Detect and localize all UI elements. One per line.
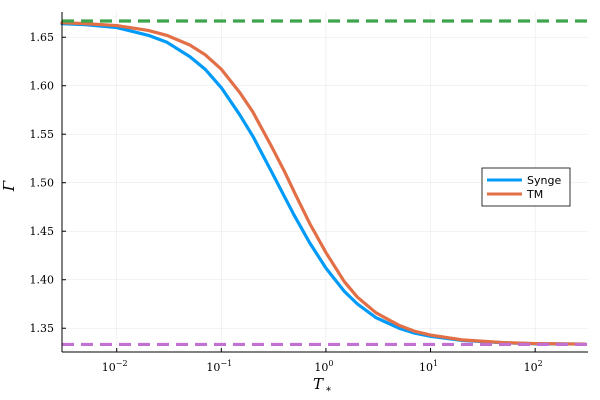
x-axis-label-sub: * bbox=[326, 386, 331, 397]
y-tick-label: 1.60 bbox=[30, 80, 55, 93]
x-tick-label-exponent: 2 bbox=[538, 359, 543, 368]
axis-layer: 10−2 10−1 100 101 1021.351.401.451.501.551.6… bbox=[30, 12, 588, 374]
x-tick-label: 101 bbox=[419, 359, 438, 374]
x-tick-label: 102 bbox=[524, 359, 543, 374]
x-tick-label: 10−2 bbox=[102, 359, 128, 374]
y-tick-label: 1.45 bbox=[30, 225, 55, 238]
x-tick-label-exponent: 0 bbox=[328, 359, 333, 368]
x-tick-label: 10−1 bbox=[206, 359, 232, 374]
y-tick-label: 1.65 bbox=[30, 31, 55, 44]
x-tick-label-base: 10 bbox=[314, 361, 328, 374]
y-tick-label: 1.55 bbox=[30, 128, 55, 141]
x-axis-label-main: T bbox=[313, 375, 324, 393]
legend: Synge TM bbox=[481, 167, 571, 207]
label-layer: T * Γ bbox=[0, 180, 331, 397]
legend-label-tm: TM bbox=[526, 188, 543, 201]
legend-box bbox=[481, 167, 571, 207]
y-tick-label: 1.35 bbox=[30, 322, 55, 335]
y-axis-label: Γ bbox=[0, 180, 18, 192]
series-line-tm bbox=[60, 21, 587, 346]
x-axis-label: T * bbox=[313, 375, 331, 397]
y-tick-label: 1.50 bbox=[30, 177, 55, 190]
y-tick-label: 1.40 bbox=[30, 274, 55, 287]
legend-label-synge: Synge bbox=[527, 174, 561, 187]
x-tick-label-base: 10 bbox=[206, 361, 220, 374]
x-tick-label-base: 10 bbox=[419, 361, 433, 374]
x-tick-label-exponent: −2 bbox=[116, 359, 128, 368]
x-tick-label: 100 bbox=[314, 359, 333, 374]
x-tick-label-exponent: 1 bbox=[433, 359, 438, 368]
series-layer bbox=[60, 19, 588, 347]
x-tick-label-exponent: −1 bbox=[220, 359, 232, 368]
x-tick-label-base: 10 bbox=[102, 361, 116, 374]
x-tick-label-base: 10 bbox=[524, 361, 538, 374]
